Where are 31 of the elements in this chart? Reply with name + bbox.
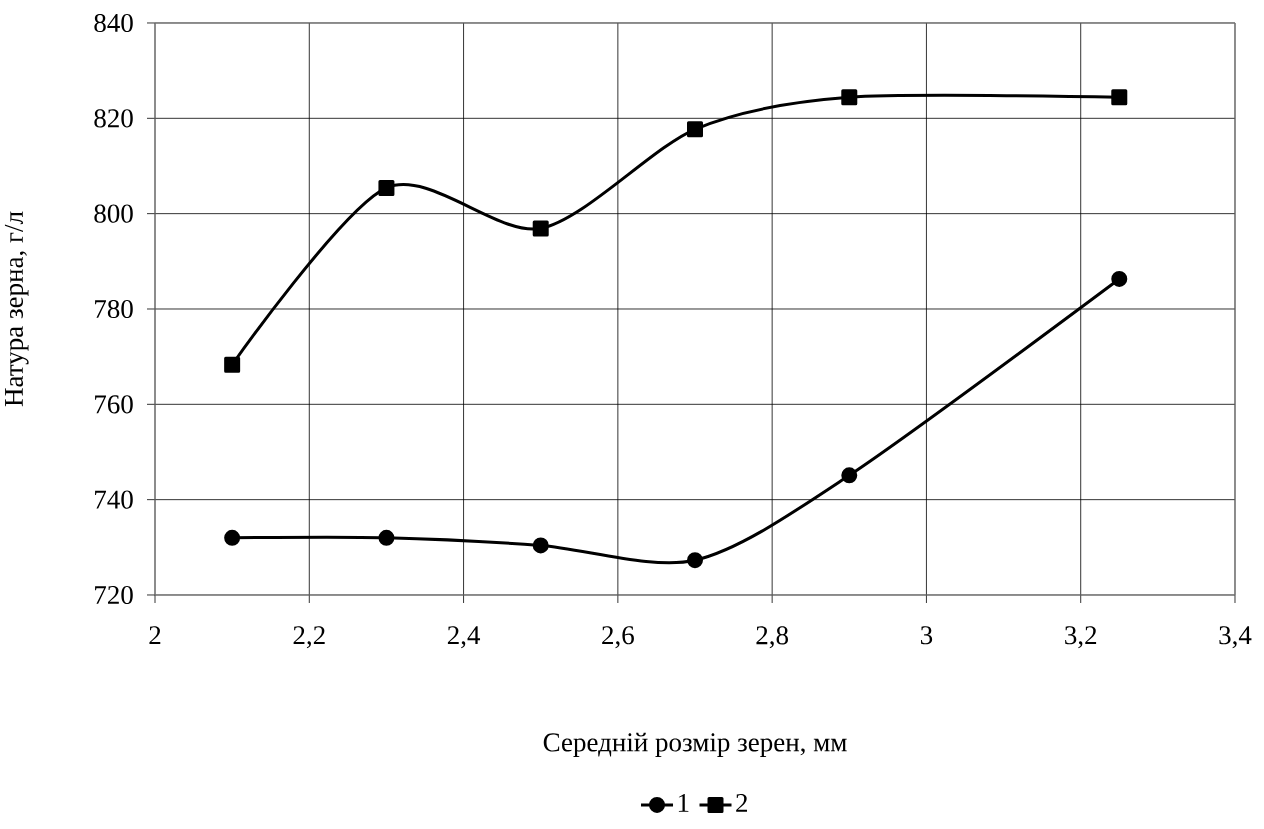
legend-label: 1	[678, 793, 689, 812]
y-tick-label: 820	[94, 109, 133, 128]
point	[841, 89, 858, 106]
x-tick-label: 3,4	[1219, 626, 1252, 649]
y-axis-title: Натура зерна, г/л	[4, 211, 29, 407]
point	[224, 529, 241, 546]
x-tick-label: 3	[920, 626, 933, 645]
point	[687, 121, 703, 138]
legend-label: 2	[736, 793, 748, 812]
y-tick-label: 760	[95, 395, 133, 414]
point	[1111, 270, 1128, 287]
x-axis-title: Середній розмір зерен, мм	[543, 732, 847, 757]
x-tick-label: 2,4	[447, 626, 481, 649]
point	[224, 356, 241, 373]
point	[841, 467, 858, 484]
point	[532, 220, 549, 237]
point	[378, 179, 395, 196]
y-tick-label: 720	[95, 585, 133, 605]
point	[687, 552, 703, 569]
point	[1111, 89, 1128, 106]
y-tick-label: 780	[95, 299, 133, 319]
point	[378, 529, 395, 546]
x-tick-label: 2,2	[293, 626, 325, 649]
x-tick-label: 3,2	[1065, 626, 1097, 649]
y-tick-label: 800	[94, 204, 133, 223]
y-tick-label: 840	[94, 13, 133, 33]
x-tick-label: 2	[149, 626, 161, 645]
x-tick-label: 2,8	[756, 626, 788, 649]
point	[532, 537, 549, 554]
y-tick-label: 740	[95, 490, 133, 509]
x-tick-label: 2,6	[602, 626, 634, 649]
